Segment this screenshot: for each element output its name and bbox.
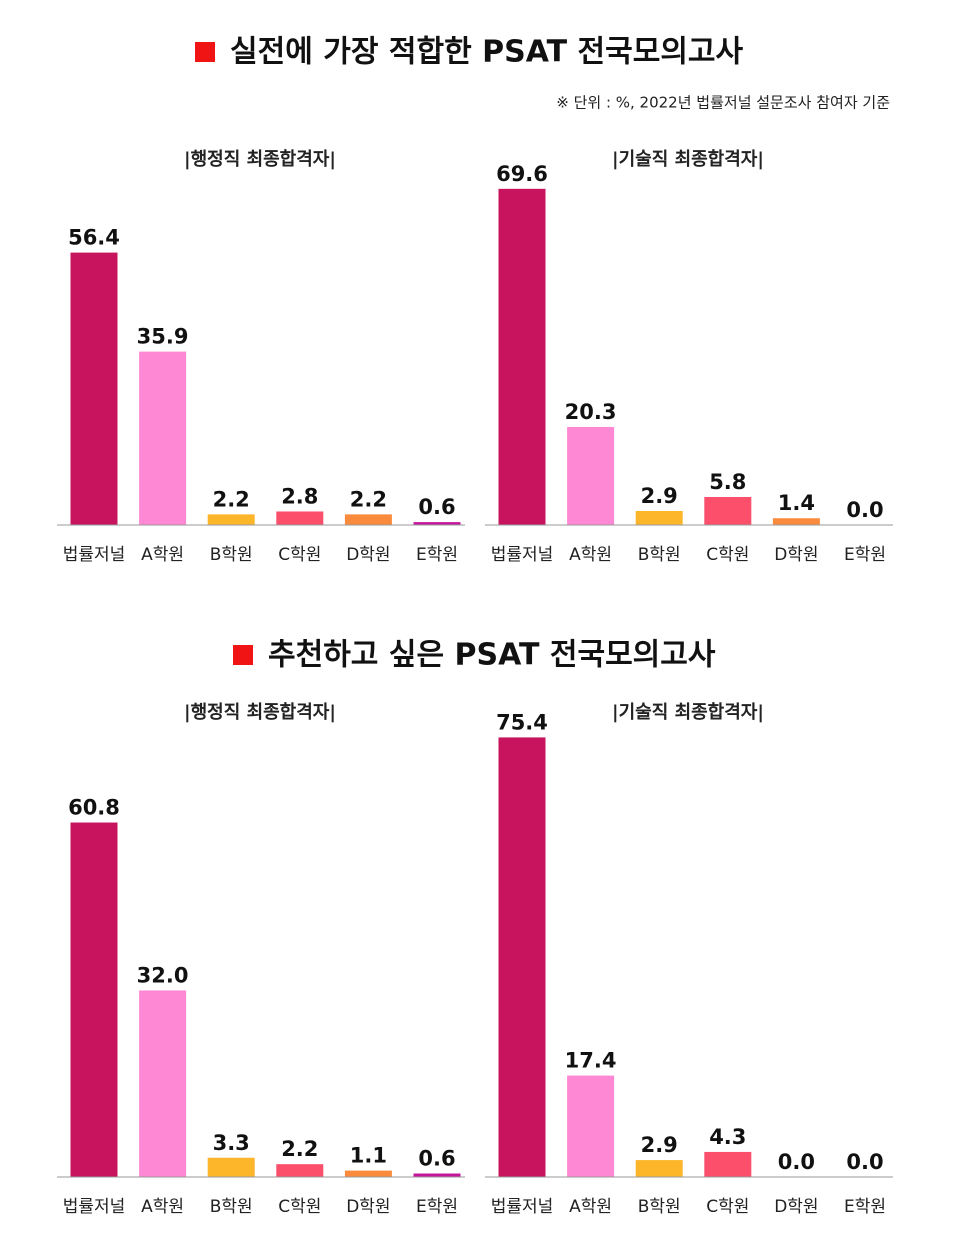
- bar: [344, 514, 392, 525]
- x-tick-label: B학원: [638, 1197, 681, 1217]
- value-label: 0.6: [418, 1147, 455, 1171]
- value-label: 2.9: [641, 484, 678, 508]
- note: ※ 단위 : %, 2022년 법률저널 설문조사 참여자 기준: [556, 94, 890, 112]
- bar: [276, 511, 324, 525]
- x-tick-label: A학원: [141, 1197, 184, 1217]
- bar: [207, 1157, 255, 1177]
- value-label: 2.2: [350, 487, 387, 511]
- value-label: 20.3: [565, 400, 617, 424]
- value-label: 60.8: [68, 796, 120, 820]
- value-label: 2.8: [281, 484, 318, 508]
- bar: [70, 252, 118, 525]
- value-label: 0.0: [778, 1150, 815, 1174]
- x-tick-label: C학원: [706, 545, 749, 565]
- title-marker: [195, 42, 215, 62]
- chart-subtitle: |행정직 최종합격자|: [184, 701, 336, 723]
- bar: [207, 514, 255, 525]
- bar: [139, 990, 187, 1177]
- bar: [498, 188, 546, 525]
- value-label: 1.1: [350, 1144, 387, 1168]
- bar: [635, 510, 683, 525]
- value-label: 0.0: [846, 498, 883, 522]
- x-tick-label: D학원: [774, 545, 818, 565]
- x-tick-label: C학원: [706, 1197, 749, 1217]
- chart-subtitle: |기술직 최종합격자|: [612, 148, 764, 170]
- section-title: 추천하고 싶은 PSAT 전국모의고사: [268, 638, 716, 673]
- x-tick-label: C학원: [278, 1197, 321, 1217]
- value-label: 2.9: [641, 1133, 678, 1157]
- value-label: 3.3: [213, 1131, 250, 1155]
- x-tick-label: A학원: [141, 545, 184, 565]
- value-label: 1.4: [778, 491, 815, 515]
- value-label: 0.6: [418, 495, 455, 519]
- value-label: 75.4: [496, 710, 548, 734]
- bar: [635, 1160, 683, 1177]
- bar: [704, 1151, 752, 1177]
- x-tick-label: C학원: [278, 545, 321, 565]
- bar: [139, 351, 187, 525]
- bar: [567, 426, 615, 525]
- bar: [413, 522, 461, 525]
- value-label: 32.0: [137, 963, 189, 987]
- x-tick-label: A학원: [569, 1197, 612, 1217]
- value-label: 69.6: [496, 162, 548, 186]
- value-label: 56.4: [68, 226, 120, 250]
- chart-subtitle: |행정직 최종합격자|: [184, 148, 336, 170]
- title-marker: [233, 645, 253, 665]
- bar: [772, 518, 820, 525]
- x-tick-label: D학원: [774, 1197, 818, 1217]
- x-tick-label: 법률저널: [491, 1197, 554, 1217]
- chart-subtitle: |기술직 최종합격자|: [612, 701, 764, 723]
- value-label: 2.2: [281, 1137, 318, 1161]
- x-tick-label: A학원: [569, 545, 612, 565]
- value-label: 4.3: [709, 1125, 746, 1149]
- x-tick-label: D학원: [346, 1197, 390, 1217]
- x-tick-label: E학원: [416, 545, 458, 565]
- bar: [413, 1173, 461, 1177]
- value-label: 35.9: [137, 325, 189, 349]
- x-tick-label: B학원: [638, 545, 681, 565]
- x-tick-label: E학원: [416, 1197, 458, 1217]
- bar: [704, 496, 752, 525]
- value-label: 5.8: [709, 470, 746, 494]
- x-tick-label: 법률저널: [63, 1197, 126, 1217]
- x-tick-label: E학원: [844, 1197, 886, 1217]
- x-tick-label: 법률저널: [63, 545, 126, 565]
- section-title: 실전에 가장 적합한 PSAT 전국모의고사: [230, 35, 744, 70]
- x-tick-label: D학원: [346, 545, 390, 565]
- bar: [276, 1164, 324, 1177]
- x-tick-label: B학원: [210, 545, 253, 565]
- value-label: 2.2: [213, 487, 250, 511]
- bar: [498, 737, 546, 1177]
- value-label: 17.4: [565, 1049, 617, 1073]
- bar: [70, 822, 118, 1177]
- value-label: 0.0: [846, 1150, 883, 1174]
- x-tick-label: 법률저널: [491, 545, 554, 565]
- x-tick-label: E학원: [844, 545, 886, 565]
- bar: [344, 1170, 392, 1177]
- bar: [567, 1075, 615, 1177]
- x-tick-label: B학원: [210, 1197, 253, 1217]
